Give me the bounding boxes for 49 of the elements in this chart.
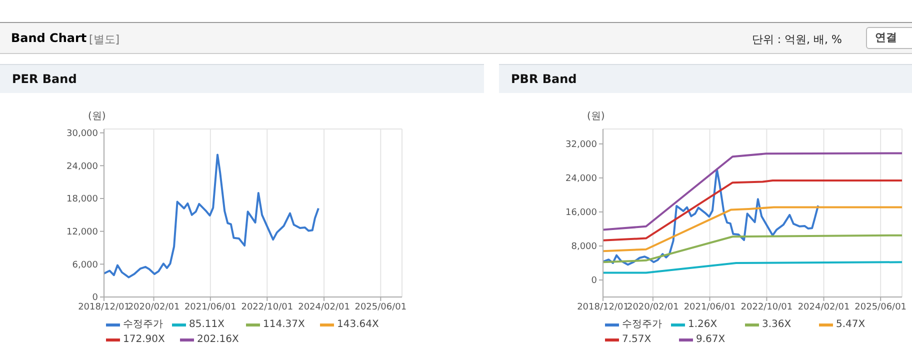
x-tick-label: 2021/06/01	[684, 302, 736, 312]
legend-label: 수정주가	[622, 318, 662, 332]
y-tick-label: 32,000	[566, 140, 598, 150]
legend-label: 143.64X	[337, 318, 379, 332]
x-tick-label: 2022/10/01	[241, 302, 294, 312]
line-series	[603, 206, 902, 252]
text: Band Chart	[11, 31, 87, 45]
legend-label: 5.47X	[836, 318, 866, 332]
y-tick-label: 30,000	[66, 129, 98, 140]
chart-title: PBR Band	[499, 65, 912, 93]
y-axis-title: (원)	[88, 110, 106, 123]
legend-label: 172.90X	[123, 333, 165, 347]
x-tick-label: 2024/02/01	[298, 302, 350, 312]
y-tick-label: 16,000	[566, 208, 598, 218]
text: 연결	[866, 27, 912, 49]
chart-title: PER Band	[0, 65, 484, 93]
x-tick-label: 2018/12/01	[78, 302, 130, 312]
legend-label: 85.11X	[189, 318, 224, 332]
y-tick-label: 18,000	[66, 194, 98, 205]
y-tick-label: 8,000	[571, 242, 598, 252]
x-tick-label: 2022/10/01	[740, 302, 793, 312]
x-tick-label: 2021/06/01	[184, 302, 236, 312]
y-tick-label: 6,000	[72, 260, 98, 270]
text: [별도]	[89, 32, 120, 47]
x-tick-label: 2025/06/01	[854, 302, 907, 312]
line-series	[603, 234, 902, 264]
line-series	[104, 154, 320, 278]
line-series	[603, 152, 902, 231]
line-series	[603, 179, 902, 242]
legend-label: 3.36X	[762, 318, 792, 332]
x-tick-label: 2024/02/01	[798, 302, 850, 312]
x-tick-label: 2020/02/01	[626, 302, 679, 312]
legend-label: 202.16X	[197, 333, 239, 347]
legend-label: 1.26X	[688, 318, 718, 332]
legend-label: 수정주가	[123, 318, 163, 332]
legend-label: 9.67X	[696, 333, 726, 347]
y-tick-label: 0	[92, 293, 98, 304]
x-tick-label: 2020/02/01	[128, 302, 180, 312]
y-tick-label: 24,000	[566, 174, 598, 184]
legend-label: 114.37X	[263, 318, 305, 332]
legend-label: 7.57X	[622, 333, 652, 347]
y-tick-label: 0	[591, 276, 598, 286]
x-tick-label: 2018/12/01	[577, 302, 629, 312]
y-tick-label: 12,000	[66, 228, 98, 238]
text: 단위 : 억원, 배, %	[752, 32, 842, 47]
y-tick-label: 24,000	[66, 162, 98, 172]
y-axis-title: (원)	[587, 110, 605, 123]
line-series	[603, 168, 820, 266]
x-tick-label: 2025/06/01	[354, 302, 407, 312]
